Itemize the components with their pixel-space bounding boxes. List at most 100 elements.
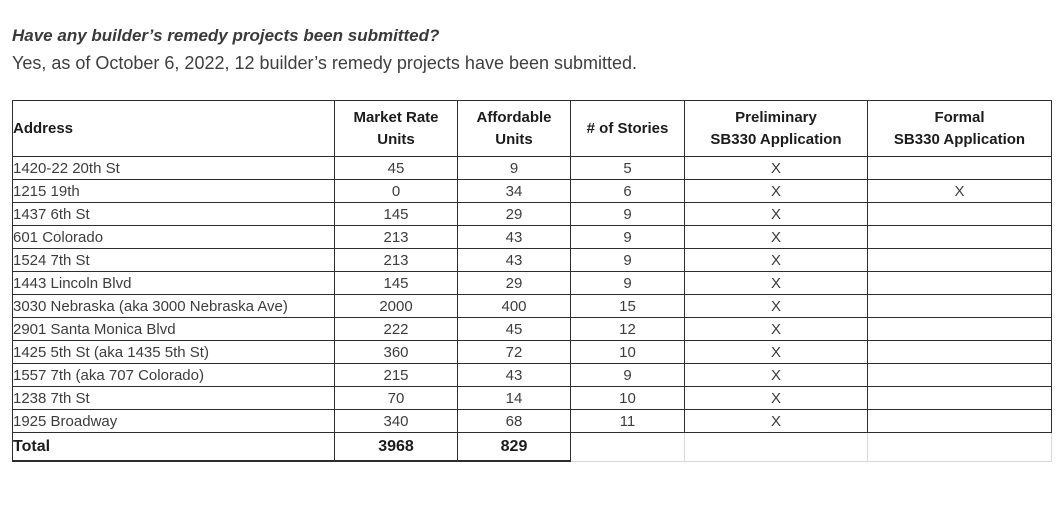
affordable-units-cell: 43 [457, 225, 571, 249]
total-formal-empty [867, 432, 1052, 462]
market-rate-units-cell: 213 [334, 248, 458, 272]
formal-sb330-cell [867, 386, 1052, 410]
column-header-line: Units [495, 130, 533, 148]
address-cell: 1557 7th (aka 707 Colorado) [12, 363, 335, 387]
market-rate-units-cell: 215 [334, 363, 458, 387]
column-header-line: SB330 Application [710, 130, 842, 148]
formal-sb330-cell [867, 340, 1052, 364]
affordable-units-cell: 400 [457, 294, 571, 318]
address-cell: 3030 Nebraska (aka 3000 Nebraska Ave) [12, 294, 335, 318]
column-header-line: Units [377, 130, 415, 148]
address-cell: 2901 Santa Monica Blvd [12, 317, 335, 341]
market-rate-units-cell: 340 [334, 409, 458, 433]
affordable-units-cell: 14 [457, 386, 571, 410]
stories-cell: 15 [570, 294, 685, 318]
total-row: Total 3968 829 [12, 432, 1052, 462]
table-row: 1524 7th St 213 43 9 X [12, 248, 1052, 272]
stories-cell: 9 [570, 363, 685, 387]
table-row: 1238 7th St 70 14 10 X [12, 386, 1052, 410]
column-header-affordable-units: Affordable Units [457, 100, 571, 157]
formal-sb330-cell [867, 363, 1052, 387]
affordable-units-cell: 9 [457, 156, 571, 180]
table-row: 1437 6th St 145 29 9 X [12, 202, 1052, 226]
stories-cell: 9 [570, 225, 685, 249]
stories-cell: 10 [570, 386, 685, 410]
total-stories-empty [570, 432, 685, 462]
address-cell: 1425 5th St (aka 1435 5th St) [12, 340, 335, 364]
market-rate-units-cell: 0 [334, 179, 458, 203]
total-market-rate-units: 3968 [334, 432, 458, 462]
table-row: 1215 19th 0 34 6 X X [12, 179, 1052, 203]
stories-cell: 5 [570, 156, 685, 180]
formal-sb330-cell [867, 294, 1052, 318]
column-header-preliminary-sb330: Preliminary SB330 Application [684, 100, 868, 157]
market-rate-units-cell: 145 [334, 271, 458, 295]
formal-sb330-cell [867, 409, 1052, 433]
affordable-units-cell: 43 [457, 363, 571, 387]
address-cell: 1238 7th St [12, 386, 335, 410]
preliminary-sb330-cell: X [684, 409, 868, 433]
affordable-units-cell: 68 [457, 409, 571, 433]
market-rate-units-cell: 70 [334, 386, 458, 410]
column-header-line: Affordable [476, 108, 552, 126]
stories-cell: 12 [570, 317, 685, 341]
table-row: 1443 Lincoln Blvd 145 29 9 X [12, 271, 1052, 295]
formal-sb330-cell: X [867, 179, 1052, 203]
address-cell: 1524 7th St [12, 248, 335, 272]
column-header-line: Preliminary [735, 108, 817, 126]
table-header: Address Market Rate Units Affordable Units # … [12, 100, 1052, 157]
stories-cell: 11 [570, 409, 685, 433]
stories-cell: 9 [570, 271, 685, 295]
formal-sb330-cell [867, 317, 1052, 341]
preliminary-sb330-cell: X [684, 340, 868, 364]
preliminary-sb330-cell: X [684, 317, 868, 341]
preliminary-sb330-cell: X [684, 271, 868, 295]
preliminary-sb330-cell: X [684, 179, 868, 203]
stories-cell: 10 [570, 340, 685, 364]
column-header-line: SB330 Application [893, 130, 1026, 148]
table-body: 1420-22 20th St 45 9 5 X 1215 19th 0 34 6 X X 1437 … [12, 156, 1052, 462]
header-row: Address Market Rate Units Affordable Units # … [12, 100, 1052, 157]
market-rate-units-cell: 360 [334, 340, 458, 364]
table-row: 1420-22 20th St 45 9 5 X [12, 156, 1052, 180]
question-heading: Have any builder’s remedy projects been … [12, 26, 440, 45]
market-rate-units-cell: 213 [334, 225, 458, 249]
answer-text: Yes, as of October 6, 2022, 12 builder’s… [12, 53, 638, 73]
preliminary-sb330-cell: X [684, 363, 868, 387]
column-header-formal-sb330: Formal SB330 Application [867, 100, 1052, 157]
preliminary-sb330-cell: X [684, 202, 868, 226]
column-header-line: Address [13, 119, 74, 137]
affordable-units-cell: 29 [457, 271, 571, 295]
table-row: 1425 5th St (aka 1435 5th St) 360 72 10 X [12, 340, 1052, 364]
affordable-units-cell: 72 [457, 340, 571, 364]
market-rate-units-cell: 45 [334, 156, 458, 180]
table-row: 2901 Santa Monica Blvd 222 45 12 X [12, 317, 1052, 341]
formal-sb330-cell [867, 248, 1052, 272]
total-preliminary-empty [684, 432, 868, 462]
table-row: 601 Colorado 213 43 9 X [12, 225, 1052, 249]
stories-cell: 6 [570, 179, 685, 203]
address-cell: 1925 Broadway [12, 409, 335, 433]
address-cell: 1420-22 20th St [12, 156, 335, 180]
stories-cell: 9 [570, 248, 685, 272]
total-label: Total [12, 432, 335, 462]
market-rate-units-cell: 222 [334, 317, 458, 341]
table-row: 1557 7th (aka 707 Colorado) 215 43 9 X [12, 363, 1052, 387]
affordable-units-cell: 43 [457, 248, 571, 272]
table-row: 1925 Broadway 340 68 11 X [12, 409, 1052, 433]
total-affordable-units: 829 [457, 432, 571, 462]
address-cell: 1437 6th St [12, 202, 335, 226]
preliminary-sb330-cell: X [684, 294, 868, 318]
address-cell: 601 Colorado [12, 225, 335, 249]
column-header-address: Address [12, 100, 335, 157]
formal-sb330-cell [867, 156, 1052, 180]
affordable-units-cell: 34 [457, 179, 571, 203]
preliminary-sb330-cell: X [684, 225, 868, 249]
stories-cell: 9 [570, 202, 685, 226]
column-header-stories: # of Stories [570, 100, 685, 157]
formal-sb330-cell [867, 271, 1052, 295]
column-header-line: Market Rate [353, 108, 439, 126]
preliminary-sb330-cell: X [684, 248, 868, 272]
address-cell: 1443 Lincoln Blvd [12, 271, 335, 295]
column-header-line: # of Stories [586, 119, 669, 137]
